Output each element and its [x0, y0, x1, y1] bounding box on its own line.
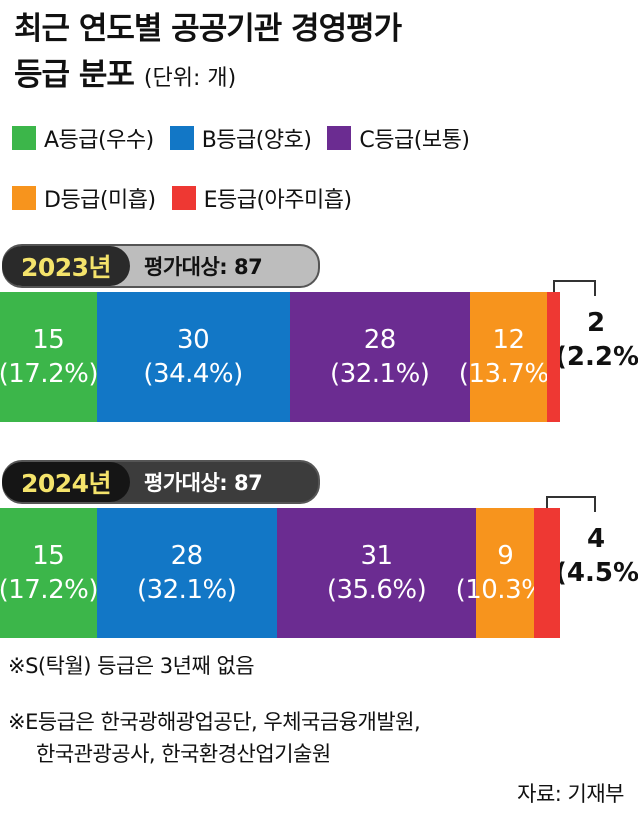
data-label-percent: (32.1%): [136, 575, 237, 605]
year-label-2023: 2023년: [2, 246, 130, 286]
leader-line: [553, 280, 596, 282]
source-label: 자료: 기재부: [517, 782, 624, 806]
data-label-percent: (17.2%): [0, 359, 98, 389]
data-label-percent: (4.5%): [555, 558, 638, 588]
leader-line: [594, 280, 596, 296]
legend-swatch-d: [12, 186, 36, 210]
bar-segment-a-2023: 15 (17.2%): [0, 292, 98, 422]
bar-segment-d-2024: 9 (10.3%): [456, 508, 555, 638]
stacked-bar-2023: 15 (17.2%) 30 (34.4%) 28 (32.1%) 12 (13.7%) 2 (2.…: [0, 280, 638, 422]
legend-swatch-e: [171, 186, 196, 210]
unit-label: (단위: 개): [143, 66, 237, 91]
leader-line: [552, 280, 555, 292]
outside-data-label-e: 2 (2.2%): [555, 306, 638, 374]
data-label-value: 9: [497, 541, 514, 571]
bar-segment-e-2024: [534, 508, 560, 638]
title-line-1: 최근 연도별 공공기관 경영평가: [14, 11, 402, 47]
year-pill-2024: 2024년 평가대상: 87: [2, 460, 320, 504]
footnote-e-grade-line-2: 한국관광공사, 한국환경산업기술원: [36, 742, 331, 766]
legend-label-c: C등급(보통): [359, 128, 470, 153]
outside-data-label-e: 4 (4.5%): [555, 522, 638, 590]
total-label-2023: 평가대상: 87: [144, 255, 263, 279]
footnote-s-grade: ※S(탁월) 등급은 3년째 없음: [8, 654, 255, 678]
legend-item-d: D등급(미흡): [12, 182, 156, 214]
data-label-percent: (2.2%): [555, 342, 638, 372]
data-label-percent: (34.4%): [143, 359, 243, 389]
data-label-percent: (13.7%): [458, 359, 559, 389]
legend-item-c: C등급(보통): [327, 122, 470, 154]
bar-segment-b-2024: 28 (32.1%): [96, 508, 277, 638]
legend-item-b: B등급(양호): [169, 122, 312, 154]
leader-line: [547, 496, 596, 498]
legend-label-a: A등급(우수): [44, 128, 154, 153]
footnote-e-grade-line-1: ※E등급은 한국광해광업공단, 우체국금융개발원,: [8, 710, 421, 734]
leader-line: [546, 496, 549, 508]
legend: A등급(우수) B등급(양호) C등급(보통) D등급(미흡) E등급(아주미흡): [12, 122, 632, 214]
bar-segment-c-2024: 31 (35.6%): [276, 508, 477, 638]
leader-line: [594, 496, 596, 512]
data-label-value: 12: [492, 325, 525, 355]
legend-item-a: A등급(우수): [12, 122, 154, 154]
data-label-value: 2: [586, 308, 606, 338]
data-label-value: 15: [32, 325, 65, 355]
bar-segment-c-2023: 28 (32.1%): [289, 292, 470, 422]
year-pill-2023: 2023년 평가대상: 87: [2, 244, 320, 288]
legend-label-b: B등급(양호): [201, 128, 312, 153]
bar-segment-e-2023: [547, 292, 560, 422]
data-label-percent: (35.6%): [326, 575, 427, 605]
legend-item-e: E등급(아주미흡): [171, 182, 353, 214]
title-line-2: 등급 분포 (단위: 개): [14, 52, 634, 102]
chart-title: 최근 연도별 공공기관 경영평가 등급 분포 (단위: 개): [14, 6, 634, 102]
legend-swatch-a: [12, 126, 36, 150]
total-label-2024: 평가대상: 87: [144, 471, 263, 495]
stacked-bar-2024: 15 (17.2%) 28 (32.1%) 31 (35.6%) 9 (10.3%) 4 (4.5…: [0, 496, 638, 638]
bar-segment-a-2024: 15 (17.2%): [0, 508, 98, 638]
title-line-2-text: 등급 분포: [14, 57, 135, 93]
data-label-value: 28: [363, 325, 397, 355]
legend-swatch-b: [169, 126, 194, 150]
year-label-2024: 2024년: [2, 462, 130, 502]
bar-segment-b-2023: 30 (34.4%): [96, 292, 290, 422]
data-label-value: 31: [360, 541, 394, 571]
legend-label-e: E등급(아주미흡): [203, 188, 353, 213]
data-label-value: 30: [177, 325, 210, 355]
data-label-value: 4: [586, 524, 606, 554]
data-label-percent: (32.1%): [330, 359, 430, 389]
data-label-value: 28: [170, 541, 204, 571]
data-label-percent: (17.2%): [0, 575, 98, 605]
legend-swatch-c: [327, 126, 352, 150]
bar-segment-d-2023: 12 (13.7%): [459, 292, 559, 422]
legend-label-d: D등급(미흡): [44, 188, 156, 213]
data-label-value: 15: [32, 541, 65, 571]
